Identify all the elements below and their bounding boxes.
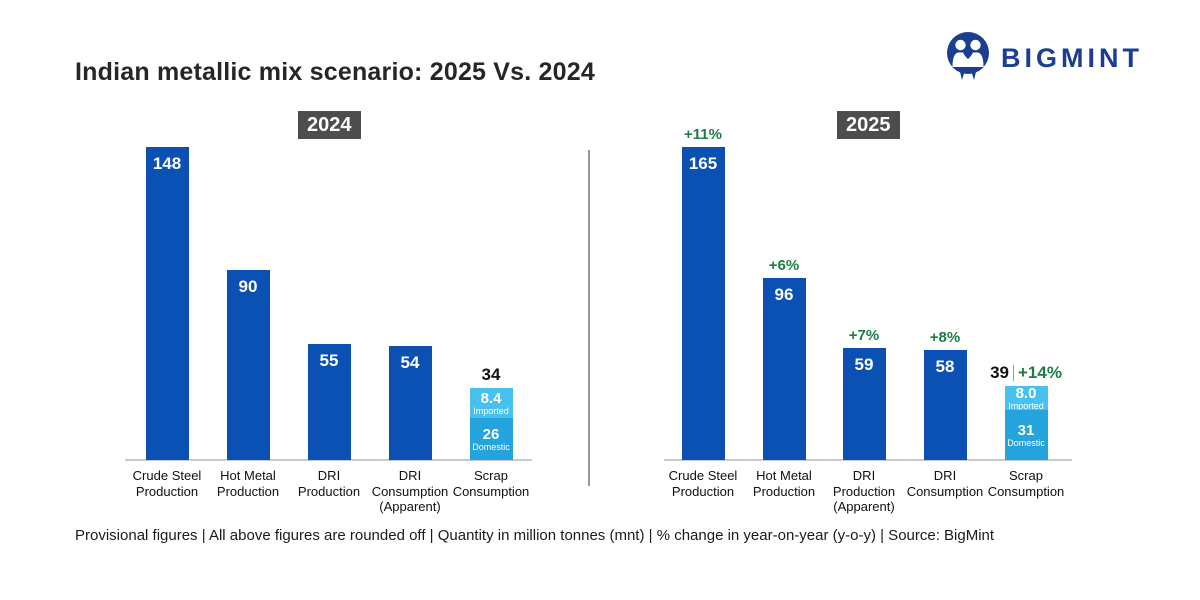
x-axis-line-2024 — [125, 459, 532, 461]
bar-value-label: 54 — [400, 353, 420, 372]
category-label: Scrap Consumption — [987, 468, 1065, 499]
bar: 96 — [762, 278, 806, 460]
bar-group: +6% 96 — [736, 257, 832, 460]
category-label: DRI Consumption (Apparent) — [371, 468, 449, 515]
bar-group: 90 — [200, 270, 296, 460]
category-label: DRI Consumption — [906, 468, 984, 499]
year-badge-2024: 2024 — [298, 111, 361, 139]
pct-change-label: +7% — [848, 327, 880, 344]
bar-value-label: 165 — [688, 154, 718, 173]
bar-group: 148 — [119, 147, 215, 460]
bigmint-logo-icon — [945, 31, 991, 86]
bar: 58 — [923, 350, 967, 460]
footnote: Provisional figures | All above figures … — [75, 527, 995, 544]
bar-value-label: 58 — [935, 357, 955, 376]
bar-value-label: 55 — [319, 351, 339, 370]
bar-value-label: 90 — [238, 277, 258, 296]
bar-value-label: 59 — [854, 355, 874, 374]
bar: 90 — [226, 270, 270, 460]
bar-value-label: 148 — [152, 154, 182, 173]
total-value-label: 34 — [481, 365, 501, 384]
bar-group: +7% 59 — [816, 327, 912, 460]
bar-group: 55 — [281, 344, 377, 460]
bar-group: 54 — [362, 346, 458, 460]
bar: 165 — [681, 147, 725, 460]
stacked-bar: 8.4 Imported 26 Domestic — [469, 388, 513, 460]
category-label: Crude Steel Production — [668, 468, 738, 499]
bar: 54 — [388, 346, 432, 460]
bar-group: 39 +14% 8.0 Imported 31 Domestic — [978, 363, 1074, 460]
stacked-bar: 8.0 Imported 31 Domestic — [1004, 386, 1048, 460]
category-label: Hot Metal Production — [752, 468, 816, 499]
page-title: Indian metallic mix scenario: 2025 Vs. 2… — [75, 58, 595, 86]
total-value-label: 39 +14% — [990, 363, 1062, 382]
bar-group: +8% 58 — [897, 329, 993, 460]
bar: 55 — [307, 344, 351, 460]
bar-segment-domestic: 26 Domestic — [469, 418, 513, 460]
bar-group: 34 8.4 Imported 26 Domestic — [443, 365, 539, 460]
bar-value-label: 96 — [774, 285, 794, 304]
pct-change-label: +11% — [684, 126, 722, 143]
category-label: DRI Production — [297, 468, 361, 499]
category-label: Crude Steel Production — [132, 468, 202, 499]
panel-divider-line — [588, 150, 590, 486]
bar-segment-domestic: 31 Domestic — [1004, 410, 1048, 460]
label-divider — [1012, 365, 1014, 381]
pct-change-label: +6% — [768, 257, 800, 274]
bar: 148 — [145, 147, 189, 460]
x-axis-line-2025 — [664, 459, 1072, 461]
bar-segment-imported: 8.4 Imported — [469, 388, 513, 418]
category-label: DRI Production (Apparent) — [832, 468, 896, 515]
category-label: Hot Metal Production — [216, 468, 280, 499]
pct-change-label: +8% — [929, 329, 961, 346]
bar-group: +11% 165 — [655, 126, 751, 460]
brand-logo: BIGMINT — [945, 31, 1143, 86]
brand-name: BIGMINT — [1001, 43, 1143, 73]
bar: 59 — [842, 348, 886, 460]
pct-change-label: +14% — [1017, 363, 1062, 382]
bar-segment-imported: 8.0 Imported — [1004, 386, 1048, 410]
category-label: Scrap Consumption — [452, 468, 530, 499]
year-badge-2025: 2025 — [837, 111, 900, 139]
